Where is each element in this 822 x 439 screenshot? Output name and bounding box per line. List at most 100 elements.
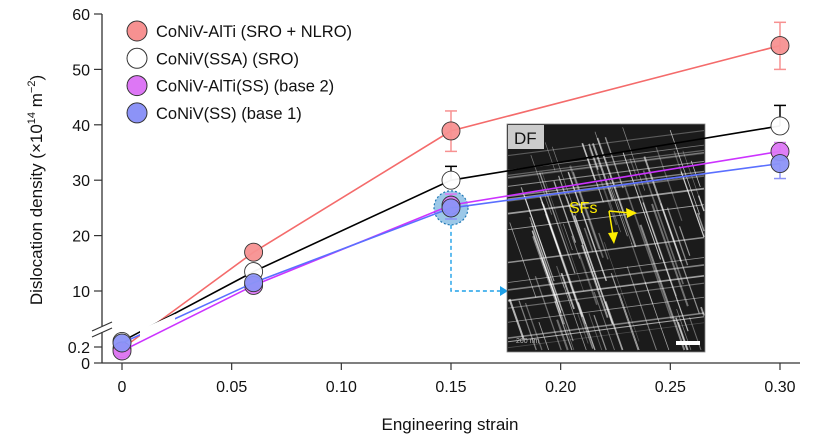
data-point [112,333,132,353]
stacking-fault-streak [554,300,573,351]
stacking-fault-streak [700,306,705,316]
stacking-fault-streak [560,272,575,310]
data-point [770,116,790,136]
y-tick-label: 50 [72,62,90,79]
x-tick-label: 0.30 [764,379,795,396]
stacking-fault-streak [630,242,654,305]
stacking-fault-streak [596,137,637,248]
axis-break-mark [91,321,113,332]
stacking-fault-streak [677,321,689,351]
data-point [441,198,461,218]
x-tick-label: 0.15 [435,379,466,396]
stacking-fault-streak [609,201,621,233]
stacking-fault-streak [507,160,705,187]
axis-break-gap [140,314,175,338]
legend-label: CoNiV-AlTi (SRO + NLRO) [156,23,352,41]
x-tick-label: 0.20 [545,379,576,396]
x-tick-label: 0.10 [326,379,357,396]
stacking-fault-streak [507,274,705,302]
data-point [441,170,461,190]
x-tick-label: 0 [118,379,127,396]
stacking-fault-streak [593,291,615,351]
y-tick-label: 40 [72,118,90,135]
series-3 [112,154,790,353]
axis-break-mark [91,327,113,338]
stacking-fault-streak [591,143,614,201]
df-label-box [508,125,544,149]
stacking-fault-streak [604,301,624,351]
stacking-fault-streak [669,130,701,215]
stacking-fault-streak [588,313,603,351]
legend-label: CoNiV-AlTi(SS) (base 2) [156,78,334,96]
x-tick-label: 0.25 [655,379,686,396]
stacking-fault-streak [581,142,597,181]
inset-border [506,123,706,353]
stacking-fault-streak [642,202,689,332]
stacking-fault-streak [619,293,640,351]
stacking-fault-streak [604,137,624,189]
stacking-fault-streak [642,170,684,285]
arrowhead [608,232,618,244]
data-point [244,273,264,293]
stacking-fault-streak [660,203,700,314]
stacking-fault-streak [680,171,705,238]
stacking-fault-streak [507,175,705,202]
stacking-fault-streak [626,266,657,351]
stacking-fault-streak [507,152,705,179]
scale-bar [676,341,700,345]
stacking-fault-streak [524,302,543,351]
y-tick-label: 0.2 [68,340,90,357]
stacking-fault-streak [531,230,558,302]
stacking-fault-streak [507,257,705,283]
arrowhead [500,286,508,296]
series-layer [112,21,790,361]
series-line [121,125,781,343]
stacking-fault-streak [572,171,604,258]
legend-marker [126,47,148,69]
stacking-fault-streak [696,212,705,232]
legend-label: CoNiV(SSA) (SRO) [156,50,299,68]
stacking-fault-streak [678,226,691,256]
axes: 0 0.05 0.10 0.15 0.20 0.25 0.3010203040506000.… [68,7,800,396]
stacking-fault-streak [534,276,562,351]
stacking-fault-streak [557,175,599,290]
y-axis-label: Dislocation density (×1014 m−2) [26,75,46,305]
legend: CoNiV-AlTi (SRO + NLRO) CoNiV(SSA) (SRO) C… [126,20,352,124]
sfs-label: SFs [569,200,597,217]
arrowhead [626,208,637,218]
df-label: DF [514,129,537,148]
stacking-fault-streak [623,184,673,320]
stacking-fault-streak [507,282,705,309]
stacking-fault-streak [610,272,639,351]
x-axis-label: Engineering strain [381,415,518,434]
stacking-fault-streak [530,222,563,311]
series-line [121,162,781,344]
legend-marker [126,20,148,42]
stacking-fault-streak [507,322,705,349]
y-tick-label: 0 [81,356,90,373]
stacking-fault-streak [556,301,575,351]
stacking-fault-streak [541,171,584,292]
stacking-fault-streak [595,182,604,203]
stacking-fault-streak [544,142,556,171]
stacking-fault-streak [552,146,577,216]
stacking-fault-streak [538,321,550,351]
dashed-arrow [450,224,500,292]
stacking-fault-streak [518,300,537,351]
stacking-fault-streak [508,298,525,340]
stacking-fault-streak [577,312,589,344]
highlight-marker [433,190,508,296]
stacking-fault-streak [604,242,640,342]
stacking-fault-streak [598,232,609,260]
data-point [770,36,790,56]
stacking-fault-streak [507,149,705,176]
stacking-fault-streak [507,312,705,339]
stacking-fault-streak [562,223,573,251]
stacking-fault-streak [593,314,607,351]
stacking-fault-streak [651,203,689,307]
stacking-fault-streak [639,224,686,351]
stacking-fault-streak [507,236,705,264]
stacking-fault-streak [507,187,705,215]
series-line [121,44,781,350]
stacking-fault-streak [697,195,705,212]
